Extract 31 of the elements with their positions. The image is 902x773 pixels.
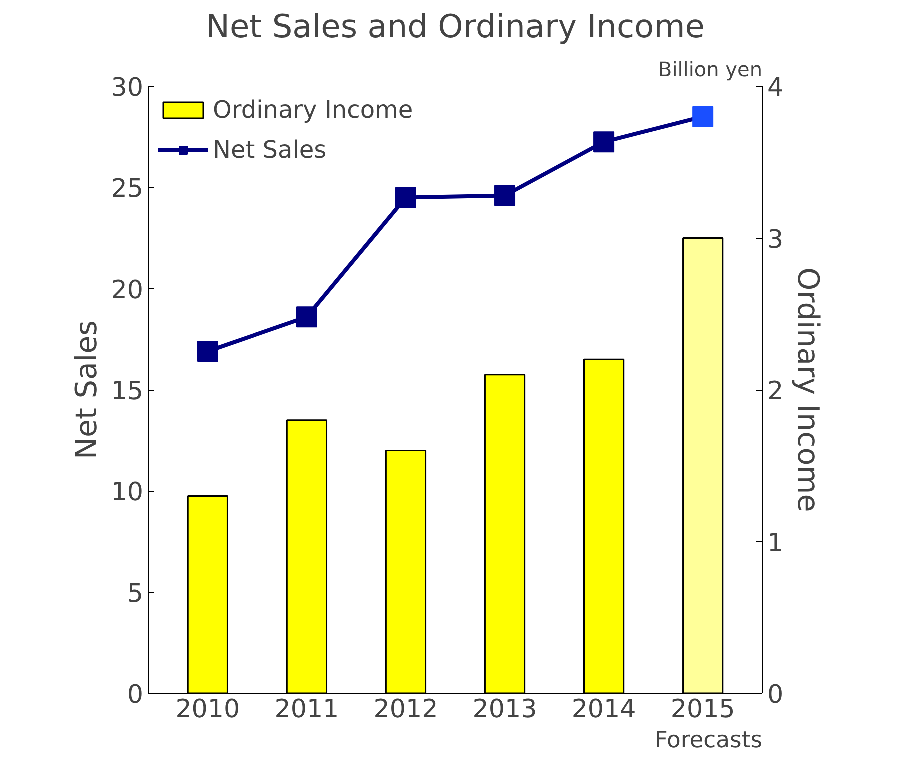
point bbox=[395, 187, 416, 208]
y2-tick-label: 4 bbox=[768, 72, 784, 102]
y-tick-label: 5 bbox=[127, 578, 144, 608]
y-axis-title: Net Sales bbox=[69, 320, 104, 460]
point bbox=[494, 185, 516, 206]
x-tick-label: 2013 bbox=[472, 694, 538, 724]
y2-tick-label: 2 bbox=[768, 376, 784, 406]
point bbox=[594, 132, 615, 153]
y-tick-label: 30 bbox=[111, 72, 144, 102]
point bbox=[692, 106, 714, 128]
y-tick-label: 0 bbox=[127, 679, 144, 709]
y2-axis-title: Ordinary Income bbox=[792, 268, 826, 512]
y2-tick-label: 3 bbox=[768, 224, 784, 254]
y-tick-label: 15 bbox=[111, 376, 144, 406]
x-tick-label: 2014 bbox=[572, 694, 636, 724]
legend-label: Net Sales bbox=[213, 136, 327, 164]
x-tick-label: 2015 bbox=[670, 694, 736, 724]
x-tick-label: 2011 bbox=[274, 694, 340, 724]
point bbox=[197, 341, 218, 362]
y-tick-label: 10 bbox=[111, 476, 144, 507]
y-tick-label: 20 bbox=[111, 274, 144, 304]
point bbox=[296, 306, 318, 328]
x-tick-label: 2012 bbox=[374, 694, 438, 724]
y2-tick-label: 0 bbox=[768, 679, 784, 709]
y-tick-label: 25 bbox=[111, 173, 144, 204]
legend-label: Ordinary Income bbox=[213, 96, 414, 124]
chart-title: Net Sales and Ordinary Income bbox=[206, 8, 705, 46]
x-tick-label: 2010 bbox=[176, 694, 240, 724]
text: Billion yen bbox=[658, 58, 763, 82]
y2-tick-label: 1 bbox=[768, 527, 784, 558]
text: Forecasts bbox=[654, 728, 763, 754]
